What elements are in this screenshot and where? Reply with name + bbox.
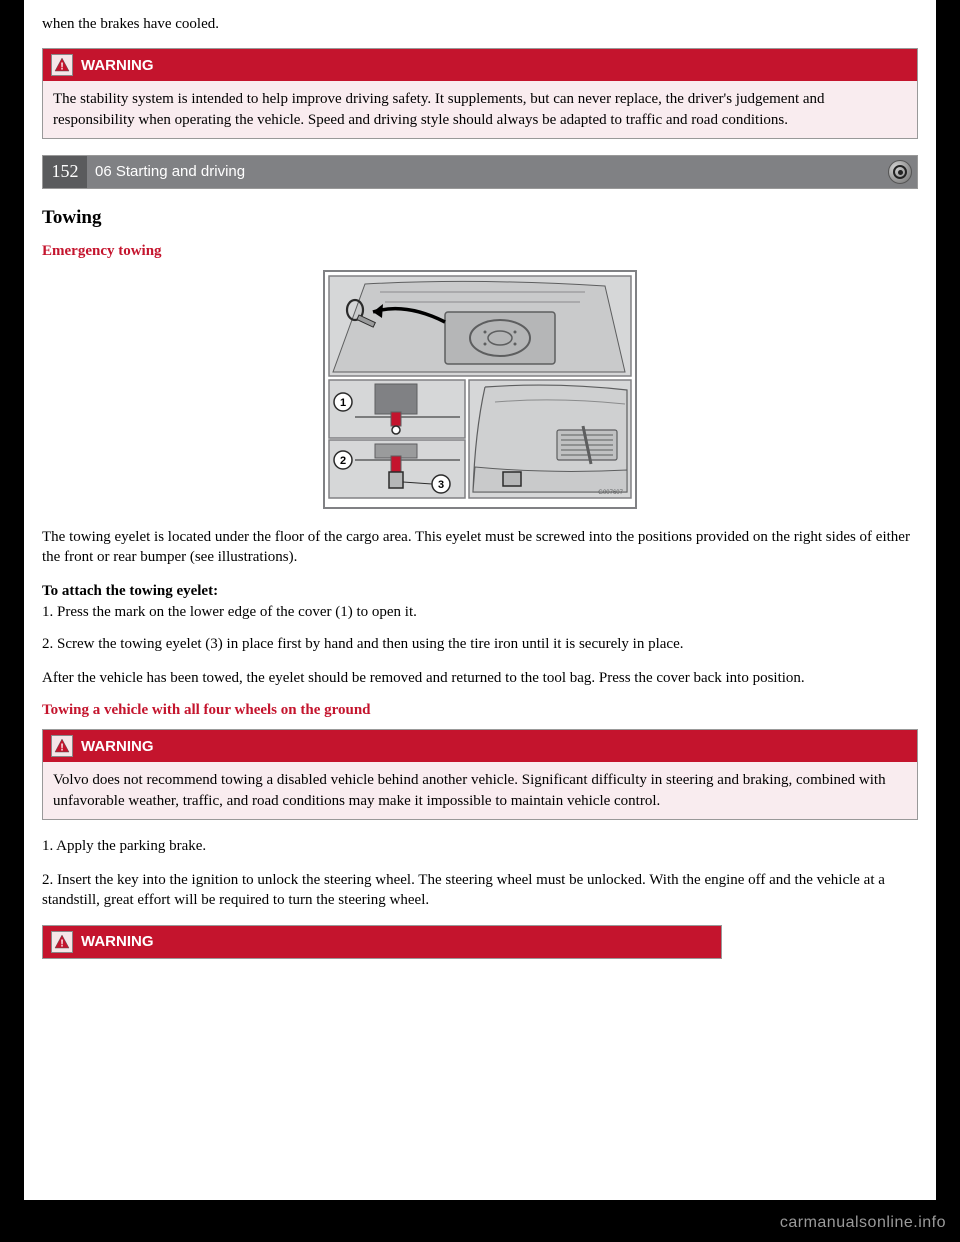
attach-instructions: To attach the towing eyelet: 1. Press th… [42,581,918,622]
diagram-container: 1 2 3 [42,270,918,509]
ground-step-1: 1. Apply the parking brake. [42,836,918,856]
warning-header: ! WARNING [43,49,917,81]
svg-text:1: 1 [340,397,346,409]
para-after-towed: After the vehicle has been towed, the ey… [42,668,918,688]
diagram-code: G007607 [598,490,623,496]
warning-label: WARNING [81,933,154,950]
manual-page: when the brakes have cooled. ! WARNING T… [24,0,936,1200]
svg-text:!: ! [60,743,63,754]
subheading-four-wheels: Towing a vehicle with all four wheels on… [42,702,918,719]
attach-label: To attach the towing eyelet: [42,583,218,599]
warning-triangle-icon: ! [51,931,73,953]
attach-step-2: 2. Screw the towing eyelet (3) in place … [42,634,918,654]
towing-eyelet-diagram: 1 2 3 [323,270,637,509]
subheading-emergency-towing: Emergency towing [42,243,918,260]
ground-step-2: 2. Insert the key into the ignition to u… [42,870,918,911]
warning-box-2: ! WARNING Volvo does not recommend towin… [42,729,918,820]
warning-header: ! WARNING [43,926,721,958]
svg-text:3: 3 [438,479,444,491]
svg-text:2: 2 [340,455,346,467]
section-title: 06 Starting and driving [87,156,887,188]
warning-triangle-icon: ! [51,54,73,76]
warning-box-3: ! WARNING [42,925,722,959]
para-eyelet-location: The towing eyelet is located under the f… [42,527,918,568]
warning-body: The stability system is intended to help… [43,81,917,138]
svg-text:!: ! [60,62,63,73]
svg-text:!: ! [60,938,63,949]
warning-header: ! WARNING [43,730,917,762]
warning-label: WARNING [81,738,154,755]
watermark: carmanualsonline.info [780,1214,946,1232]
section-bar: 152 06 Starting and driving [42,155,918,189]
warning-label: WARNING [81,57,154,74]
heading-towing: Towing [42,207,918,229]
intro-text: when the brakes have cooled. [42,14,918,34]
page-number: 152 [43,156,87,188]
warning-box-1: ! WARNING The stability system is intend… [42,48,918,139]
steering-wheel-icon [887,156,917,188]
warning-triangle-icon: ! [51,735,73,757]
warning-body: Volvo does not recommend towing a disabl… [43,762,917,819]
attach-step-1: 1. Press the mark on the lower edge of t… [42,604,417,620]
